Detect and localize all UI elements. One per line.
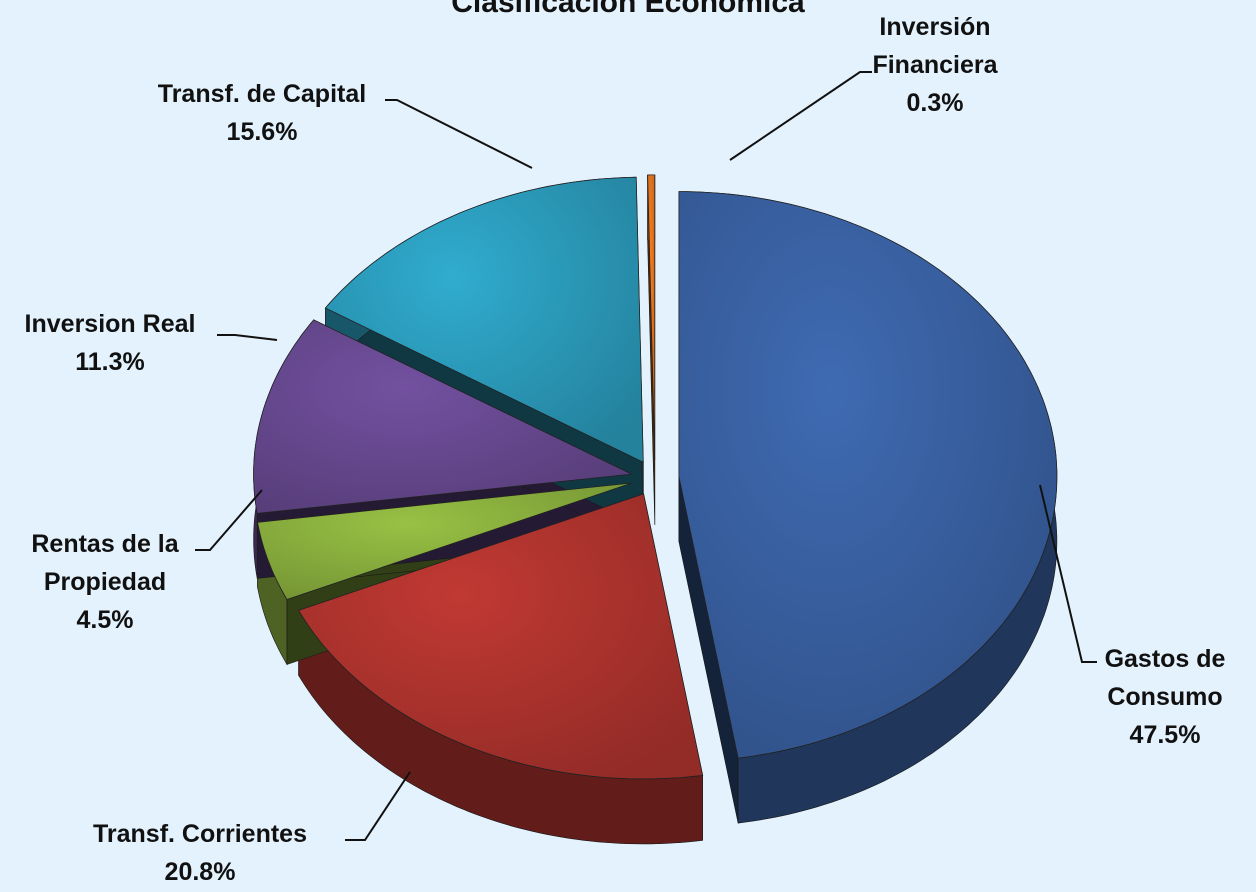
value-label: 0.3% bbox=[906, 89, 964, 117]
pie-slice bbox=[324, 176, 644, 463]
slice-label: Rentas de la Propiedad 4.5% bbox=[0, 525, 210, 639]
value-label: 15.6% bbox=[226, 118, 298, 146]
category-name: Inversion Real bbox=[24, 310, 196, 338]
leader-line bbox=[345, 771, 411, 841]
value-label: 20.8% bbox=[164, 858, 236, 886]
chart-title: Clasificación Económica bbox=[451, 0, 805, 19]
pie-slice bbox=[257, 482, 633, 600]
pie-slice bbox=[253, 319, 634, 514]
value-label: 11.3% bbox=[75, 348, 145, 376]
leader-line bbox=[195, 489, 263, 551]
slice-label: Inversión Financiera 0.3% bbox=[845, 8, 1025, 122]
leader-line bbox=[385, 99, 533, 169]
category-name: Inversión Financiera bbox=[872, 13, 998, 79]
pie-slice bbox=[647, 174, 656, 460]
category-name: Gastos de Consumo bbox=[1104, 645, 1226, 711]
slice-label: Gastos de Consumo 47.5% bbox=[1080, 640, 1250, 754]
pie-slice bbox=[297, 493, 704, 780]
category-name: Transf. Corrientes bbox=[93, 820, 307, 848]
category-name: Rentas de la Propiedad bbox=[31, 530, 179, 596]
value-label: 4.5% bbox=[76, 606, 134, 634]
slice-label: Inversion Real 11.3% bbox=[0, 305, 230, 381]
slice-label: Transf. de Capital 15.6% bbox=[127, 75, 397, 151]
slice-label: Transf. Corrientes 20.8% bbox=[50, 815, 350, 891]
pie-slice bbox=[678, 191, 1058, 759]
leader-line bbox=[729, 71, 872, 161]
leader-line bbox=[217, 334, 278, 341]
category-name: Transf. de Capital bbox=[157, 80, 367, 108]
value-label: 47.5% bbox=[1129, 721, 1201, 749]
leader-line bbox=[1039, 484, 1097, 663]
